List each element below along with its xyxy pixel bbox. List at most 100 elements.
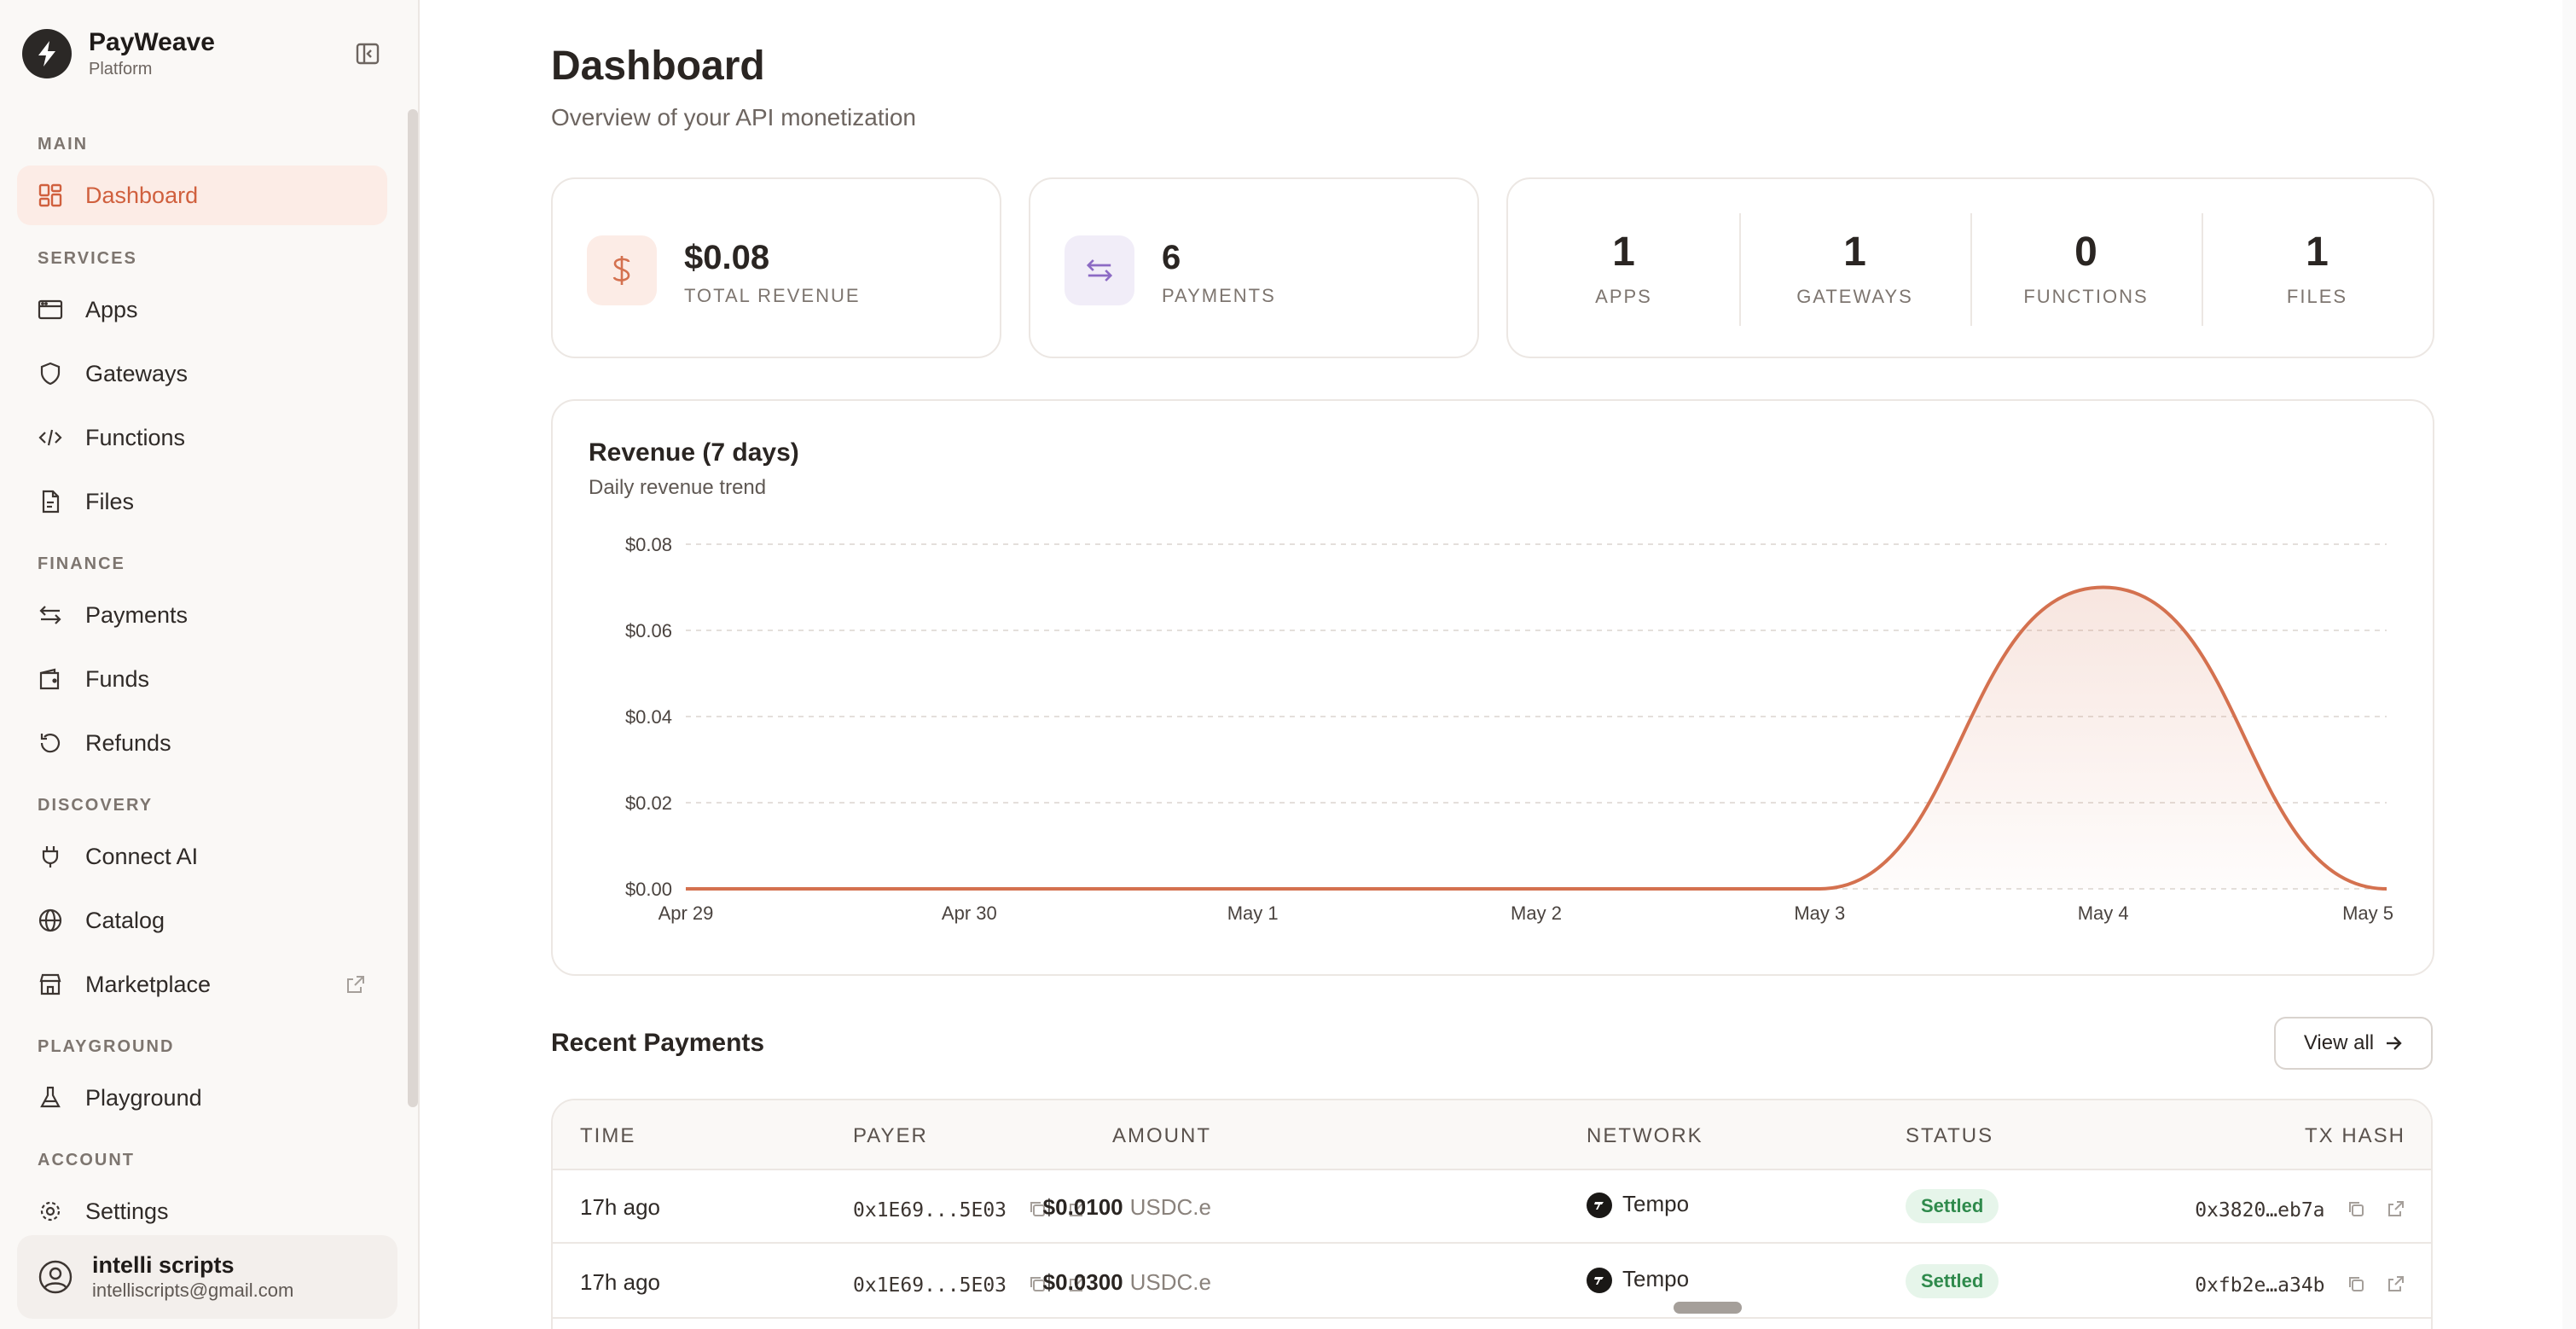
sidebar-item-functions[interactable]: Functions — [17, 408, 387, 467]
x-tick-label: May 5 — [2342, 902, 2393, 924]
sidebar-item-label: Functions — [85, 424, 186, 450]
sidebar-item-label: Playground — [85, 1084, 202, 1111]
view-all-button[interactable]: View all — [2274, 1017, 2433, 1070]
network-name: Tempo — [1622, 1191, 1690, 1216]
count-gateways: 1 GATEWAYS — [1739, 213, 1970, 328]
y-tick-label: $0.00 — [625, 879, 672, 900]
collapse-sidebar-icon[interactable] — [355, 41, 380, 67]
section-discovery: DISCOVERY — [38, 796, 154, 815]
section-main: MAIN — [38, 135, 89, 154]
sidebar-scrollbar[interactable] — [408, 109, 418, 1107]
payment-time: 17h ago — [580, 1269, 660, 1295]
sidebar-item-playground[interactable]: Playground — [17, 1068, 387, 1128]
sidebar-item-refunds[interactable]: Refunds — [17, 713, 387, 773]
x-tick-label: Apr 30 — [942, 902, 997, 924]
column-header: AMOUNT — [1112, 1124, 1211, 1147]
sidebar-item-payments[interactable]: Payments — [17, 585, 387, 645]
section-services: SERVICES — [38, 249, 137, 268]
scroll-handle[interactable] — [1674, 1302, 1742, 1314]
sidebar-item-label: Settings — [85, 1198, 169, 1224]
user-card[interactable]: intelli scripts intelliscripts@gmail.com — [17, 1235, 397, 1319]
sidebar-item-label: Marketplace — [85, 971, 212, 997]
y-tick-label: $0.08 — [625, 534, 672, 555]
count-functions: 0 FUNCTIONS — [1970, 213, 2202, 328]
copy-icon[interactable] — [1028, 1273, 1047, 1299]
count-files: 1 FILES — [2202, 213, 2433, 328]
store-icon — [38, 972, 63, 997]
sidebar-item-marketplace[interactable]: Marketplace — [17, 955, 387, 1014]
count-label: FUNCTIONS — [2023, 286, 2149, 307]
count-apps: 1 APPS — [1508, 213, 1739, 328]
payments-count-value: 6 — [1162, 239, 1181, 276]
chart-subtitle: Daily revenue trend — [589, 476, 767, 499]
network-cell: Tempo — [1587, 1191, 1690, 1219]
sidebar-item-gateways[interactable]: Gateways — [17, 344, 387, 403]
page-title: Dashboard — [551, 44, 765, 89]
sidebar-item-catalog[interactable]: Catalog — [17, 891, 387, 950]
table-row[interactable]: 17h ago 0x1E69...5E03 $0.0300 USDC.e Temp… — [553, 1245, 2431, 1319]
page-scrollbar[interactable] — [2562, 0, 2576, 1329]
x-tick-label: May 1 — [1227, 902, 1279, 924]
external-link-icon[interactable] — [1068, 1273, 1087, 1299]
copy-icon[interactable] — [2347, 1198, 2365, 1224]
sidebar-item-settings[interactable]: Settings — [17, 1181, 387, 1228]
code-icon — [38, 425, 63, 450]
count-value: 1 — [2306, 229, 2329, 275]
y-tick-label: $0.06 — [625, 620, 672, 641]
copy-icon[interactable] — [1028, 1198, 1047, 1224]
status-badge: Settled — [1906, 1189, 1999, 1223]
sidebar-item-apps[interactable]: Apps — [17, 280, 387, 340]
gear-icon — [38, 1198, 63, 1224]
column-header: PAYER — [853, 1124, 928, 1147]
brand[interactable]: PayWeave Platform — [22, 27, 215, 80]
revenue-chart: $0.00 $0.02 $0.04 $0.06 $0.08 Apr 29 Apr 30 May… — [625, 534, 2393, 924]
external-link-icon[interactable] — [2387, 1198, 2405, 1224]
resource-counts-card: 1 APPS 1 GATEWAYS 0 FUNCTIONS 1 FILES — [1506, 177, 2434, 358]
tx-hash-cell: 0x3820…eb7a — [2195, 1196, 2405, 1224]
view-all-label: View all — [2303, 1031, 2375, 1054]
plug-icon — [38, 844, 63, 869]
x-tick-label: May 4 — [2078, 902, 2129, 924]
tx-hash: 0x3820…eb7a — [2195, 1199, 2325, 1222]
payments-count-label: PAYMENTS — [1162, 285, 1276, 306]
table-row[interactable]: 17h ago 0x1E69...5E03 $0.0100 USDC.e Temp… — [553, 1170, 2431, 1244]
tempo-logo-icon — [1587, 1268, 1612, 1294]
wallet-icon — [38, 666, 63, 692]
payer-address: 0x1E69...5E03 — [853, 1199, 1007, 1222]
amount-cell: $0.0300 USDC.e — [1043, 1269, 1211, 1296]
browser-window-icon — [38, 297, 63, 322]
tempo-logo-icon — [1587, 1193, 1612, 1219]
copy-icon[interactable] — [2347, 1273, 2365, 1299]
sidebar-item-label: Files — [85, 488, 135, 514]
count-label: FILES — [2286, 286, 2348, 307]
sidebar-item-label: Apps — [85, 296, 138, 322]
sidebar-item-funds[interactable]: Funds — [17, 649, 387, 709]
sidebar-item-connect-ai[interactable]: Connect AI — [17, 827, 387, 886]
flask-icon — [38, 1085, 63, 1111]
payment-time: 17h ago — [580, 1194, 660, 1220]
external-link-icon — [345, 973, 367, 995]
tx-hash-cell: 0xfb2e…a34b — [2195, 1271, 2405, 1299]
total-revenue-label: TOTAL REVENUE — [684, 285, 861, 306]
main-content: Dashboard Overview of your API monetizat… — [421, 0, 2576, 1329]
payments-stat-card: 6 PAYMENTS — [1029, 177, 1479, 358]
count-label: APPS — [1595, 286, 1652, 307]
sidebar-nav: MAIN Dashboard SERVICES Apps Gateways Fu… — [0, 119, 408, 1228]
amount-cell: $0.0100 USDC.e — [1043, 1194, 1211, 1221]
user-avatar-icon — [38, 1259, 73, 1295]
amount-value: $0.0100 — [1042, 1194, 1123, 1220]
count-value: 0 — [2074, 229, 2097, 275]
sidebar-item-label: Payments — [85, 601, 189, 628]
file-icon — [38, 489, 63, 514]
count-value: 1 — [1843, 229, 1866, 275]
external-link-icon[interactable] — [1068, 1198, 1087, 1224]
sidebar-item-files[interactable]: Files — [17, 472, 387, 531]
sidebar-item-label: Catalog — [85, 907, 165, 933]
external-link-icon[interactable] — [2387, 1273, 2405, 1299]
y-tick-label: $0.04 — [625, 706, 672, 728]
sidebar-item-dashboard[interactable]: Dashboard — [17, 165, 387, 225]
column-header: STATUS — [1906, 1124, 1994, 1147]
total-revenue-value: $0.08 — [684, 239, 770, 276]
revenue-chart-card: $0.00 $0.02 $0.04 $0.06 $0.08 Apr 29 Apr 30 May… — [551, 399, 2434, 976]
section-playground: PLAYGROUND — [38, 1037, 175, 1056]
